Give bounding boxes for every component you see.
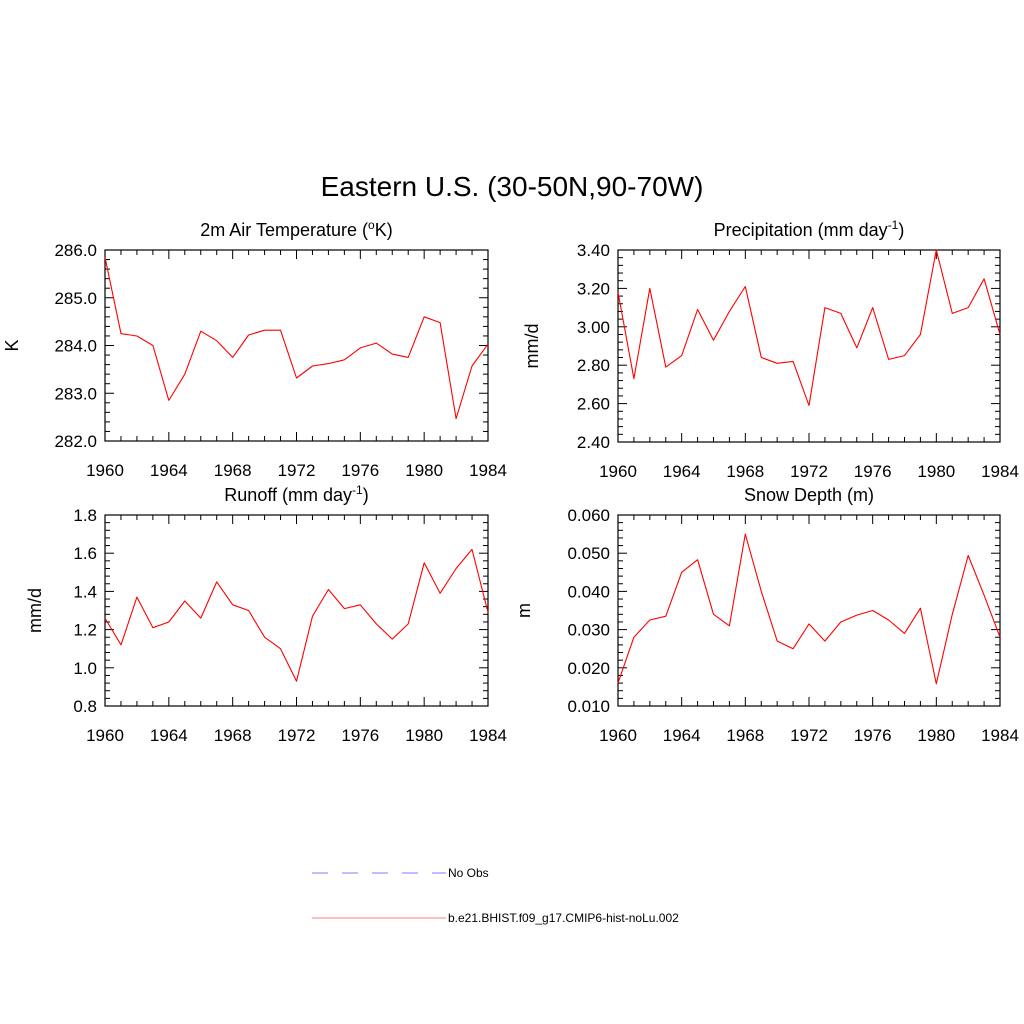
x-tick-label: 1968 [726, 726, 764, 745]
x-tick-label: 1964 [150, 726, 188, 745]
y-tick-label: 0.040 [567, 582, 610, 601]
x-tick-label: 1980 [405, 726, 443, 745]
legend: No Obs b.e21.BHIST.f09_g17.CMIP6-hist-no… [312, 866, 679, 925]
panels: 1960 1964 1968 1972 1976 1980 1984 282.0 283.0 28… [2, 218, 1019, 745]
panel-title: Snow Depth (m) [744, 485, 874, 505]
y-axis-label: mm/d [25, 588, 45, 633]
legend-label-no-obs: No Obs [448, 866, 489, 880]
y-tick-label: 284.0 [54, 337, 97, 356]
x-tick-label: 1976 [341, 461, 379, 480]
y-tick-label: 283.0 [54, 384, 97, 403]
y-tick-label: 3.00 [577, 318, 610, 337]
x-tick-label: 1984 [469, 726, 507, 745]
x-tick-label: 1972 [790, 462, 828, 481]
panel-title-superscript: o [368, 218, 375, 232]
panel-1: 1960 1964 1968 1972 1976 1980 1984 282.0 283.0 28… [2, 218, 507, 480]
x-tick-label: 1980 [917, 726, 955, 745]
x-tick-label: 1984 [469, 461, 507, 480]
y-tick-label: 282.0 [54, 432, 97, 451]
panel-title: Precipitation (mm day-1) [714, 218, 905, 240]
x-tick-label: 1980 [917, 462, 955, 481]
y-tick-label: 0.050 [567, 544, 610, 563]
x-tick-label: 1976 [341, 726, 379, 745]
x-tick-label: 1976 [854, 726, 892, 745]
y-axis-label: m [514, 603, 534, 618]
panel-title-superscript: -1 [888, 218, 899, 232]
plot-frame [104, 514, 489, 707]
panel-title-text: 2m Air Temperature ( [200, 220, 368, 240]
plot-frame [104, 249, 489, 442]
y-tick-label: 0.020 [567, 659, 610, 678]
panel-title-suffix: ) [898, 220, 904, 240]
x-tick-label: 1972 [790, 726, 828, 745]
y-tick-label: 0.010 [567, 697, 610, 716]
panel-4: 1960 1964 1968 1972 1976 1980 1984 0.010 0.020 0.… [514, 485, 1019, 745]
series-line [617, 533, 1001, 685]
plot-frame [617, 249, 1001, 443]
panel-2: 1960 1964 1968 1972 1976 1980 1984 2.40 2.60 2.80… [522, 218, 1019, 481]
panel-3: 1960 1964 1968 1972 1976 1980 1984 0.8 1.0 1.2 1.4… [25, 483, 507, 745]
y-tick-label: 0.060 [567, 506, 610, 525]
legend-label-model: b.e21.BHIST.f09_g17.CMIP6-hist-noLu.002 [448, 911, 679, 925]
panel-title: Runoff (mm day-1) [224, 483, 368, 505]
panel-title-text: Precipitation (mm day [714, 220, 888, 240]
x-tick-label: 1960 [86, 461, 124, 480]
y-tick-label: 285.0 [54, 289, 97, 308]
x-tick-label: 1984 [981, 462, 1019, 481]
plot-frame [617, 514, 1001, 707]
x-tick-label: 1964 [150, 461, 188, 480]
y-tick-label: 2.60 [577, 395, 610, 414]
y-axis-label: K [2, 339, 22, 351]
y-tick-label: 2.80 [577, 356, 610, 375]
y-tick-label: 1.2 [73, 621, 97, 640]
y-tick-label: 1.8 [73, 506, 97, 525]
series-line [617, 249, 1001, 407]
x-tick-label: 1968 [726, 462, 764, 481]
x-tick-label: 1960 [599, 462, 637, 481]
y-tick-label: 0.030 [567, 621, 610, 640]
x-tick-label: 1980 [405, 461, 443, 480]
x-tick-label: 1960 [86, 726, 124, 745]
series-line [104, 257, 489, 420]
y-axis-label: mm/d [522, 324, 542, 369]
x-tick-label: 1972 [278, 726, 316, 745]
y-tick-label: 1.6 [73, 544, 97, 563]
y-tick-label: 0.8 [73, 697, 97, 716]
panel-title: 2m Air Temperature (oK) [200, 218, 392, 240]
x-tick-label: 1968 [214, 726, 252, 745]
y-tick-label: 1.4 [73, 582, 97, 601]
y-tick-label: 2.40 [577, 433, 610, 452]
x-tick-label: 1976 [854, 462, 892, 481]
series-line [104, 548, 489, 682]
x-tick-label: 1972 [278, 461, 316, 480]
x-tick-label: 1964 [663, 462, 701, 481]
y-tick-label: 1.0 [73, 659, 97, 678]
panel-title-suffix: K) [375, 220, 393, 240]
panel-title-superscript: -1 [352, 483, 363, 497]
y-tick-label: 286.0 [54, 241, 97, 260]
main-title: Eastern U.S. (30-50N,90-70W) [321, 171, 704, 202]
x-tick-label: 1984 [981, 726, 1019, 745]
x-tick-label: 1964 [663, 726, 701, 745]
y-tick-label: 3.40 [577, 241, 610, 260]
y-tick-label: 3.20 [577, 279, 610, 298]
panel-title-text: Snow Depth (m) [744, 485, 874, 505]
panel-title-suffix: ) [363, 485, 369, 505]
x-tick-label: 1960 [599, 726, 637, 745]
x-tick-label: 1968 [214, 461, 252, 480]
panel-title-text: Runoff (mm day [224, 485, 352, 505]
